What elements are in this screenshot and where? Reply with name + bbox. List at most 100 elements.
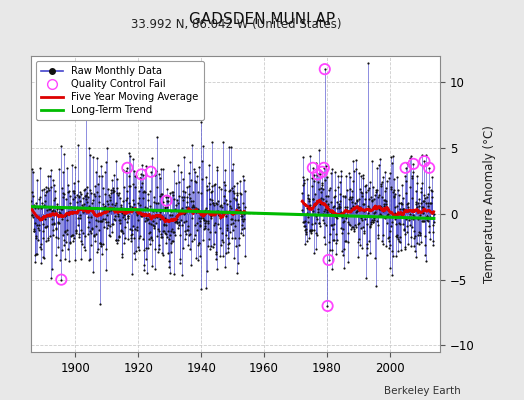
Point [32, 250, 40, 257]
Point [64, 208, 73, 215]
Point [220, 199, 228, 206]
Point [136, 202, 144, 208]
Point [370, 191, 379, 198]
Point [309, 165, 317, 171]
Point [111, 213, 119, 219]
Point [202, 174, 210, 180]
Point [57, 205, 66, 212]
Point [373, 186, 381, 193]
Point [78, 195, 86, 202]
Point [363, 240, 371, 247]
Point [145, 212, 154, 219]
Point [240, 211, 248, 217]
Point [358, 172, 367, 178]
Point [181, 230, 190, 237]
Point [106, 223, 114, 229]
Point [388, 272, 396, 278]
Point [116, 195, 124, 202]
Point [132, 224, 140, 230]
Point [228, 227, 237, 234]
Point [410, 243, 418, 250]
Point [202, 187, 211, 194]
Point [420, 192, 428, 198]
Point [81, 192, 90, 199]
Point [409, 216, 417, 222]
Point [396, 200, 405, 206]
Point [51, 234, 60, 240]
Point [127, 271, 136, 278]
Point [39, 254, 47, 260]
Point [59, 190, 67, 196]
Point [319, 216, 327, 223]
Point [323, 303, 332, 309]
Point [396, 206, 404, 212]
Point [425, 165, 433, 171]
Point [402, 201, 411, 207]
Point [119, 198, 127, 204]
Point [412, 239, 421, 246]
Point [319, 211, 327, 217]
Point [416, 232, 424, 238]
Point [162, 198, 171, 204]
Point [366, 224, 374, 231]
Point [425, 228, 433, 235]
Point [419, 210, 428, 216]
Point [298, 182, 307, 188]
Point [368, 205, 377, 212]
Point [195, 215, 203, 221]
Point [214, 220, 222, 227]
Point [340, 193, 348, 199]
Point [409, 161, 418, 167]
Point [134, 208, 143, 214]
Point [63, 246, 72, 252]
Point [193, 242, 202, 248]
Point [422, 213, 431, 219]
Point [400, 246, 409, 252]
Point [55, 166, 63, 172]
Point [86, 187, 94, 194]
Point [316, 184, 325, 191]
Point [72, 230, 80, 236]
Point [77, 191, 85, 197]
Point [183, 242, 192, 248]
Point [238, 200, 247, 207]
Point [53, 219, 62, 226]
Point [427, 187, 435, 193]
Point [119, 184, 128, 190]
Point [429, 238, 437, 244]
Point [371, 205, 379, 211]
Point [386, 170, 395, 176]
Point [203, 182, 211, 189]
Point [102, 198, 111, 204]
Point [238, 222, 246, 228]
Point [176, 255, 184, 262]
Point [350, 228, 358, 234]
Point [62, 230, 71, 237]
Point [382, 198, 390, 204]
Point [81, 192, 90, 198]
Point [145, 236, 153, 242]
Point [53, 212, 61, 218]
Point [63, 189, 72, 196]
Point [342, 186, 351, 193]
Point [221, 187, 229, 193]
Point [144, 245, 152, 251]
Point [29, 169, 37, 176]
Point [59, 169, 68, 176]
Point [191, 222, 199, 228]
Point [186, 231, 194, 238]
Point [380, 196, 389, 203]
Point [142, 256, 150, 262]
Point [48, 208, 56, 215]
Point [107, 205, 115, 211]
Point [354, 254, 362, 260]
Point [28, 214, 37, 220]
Point [199, 143, 207, 149]
Point [408, 195, 417, 202]
Point [74, 142, 82, 148]
Point [156, 216, 164, 222]
Point [316, 222, 324, 229]
Point [186, 246, 194, 252]
Point [75, 212, 84, 218]
Point [172, 216, 181, 223]
